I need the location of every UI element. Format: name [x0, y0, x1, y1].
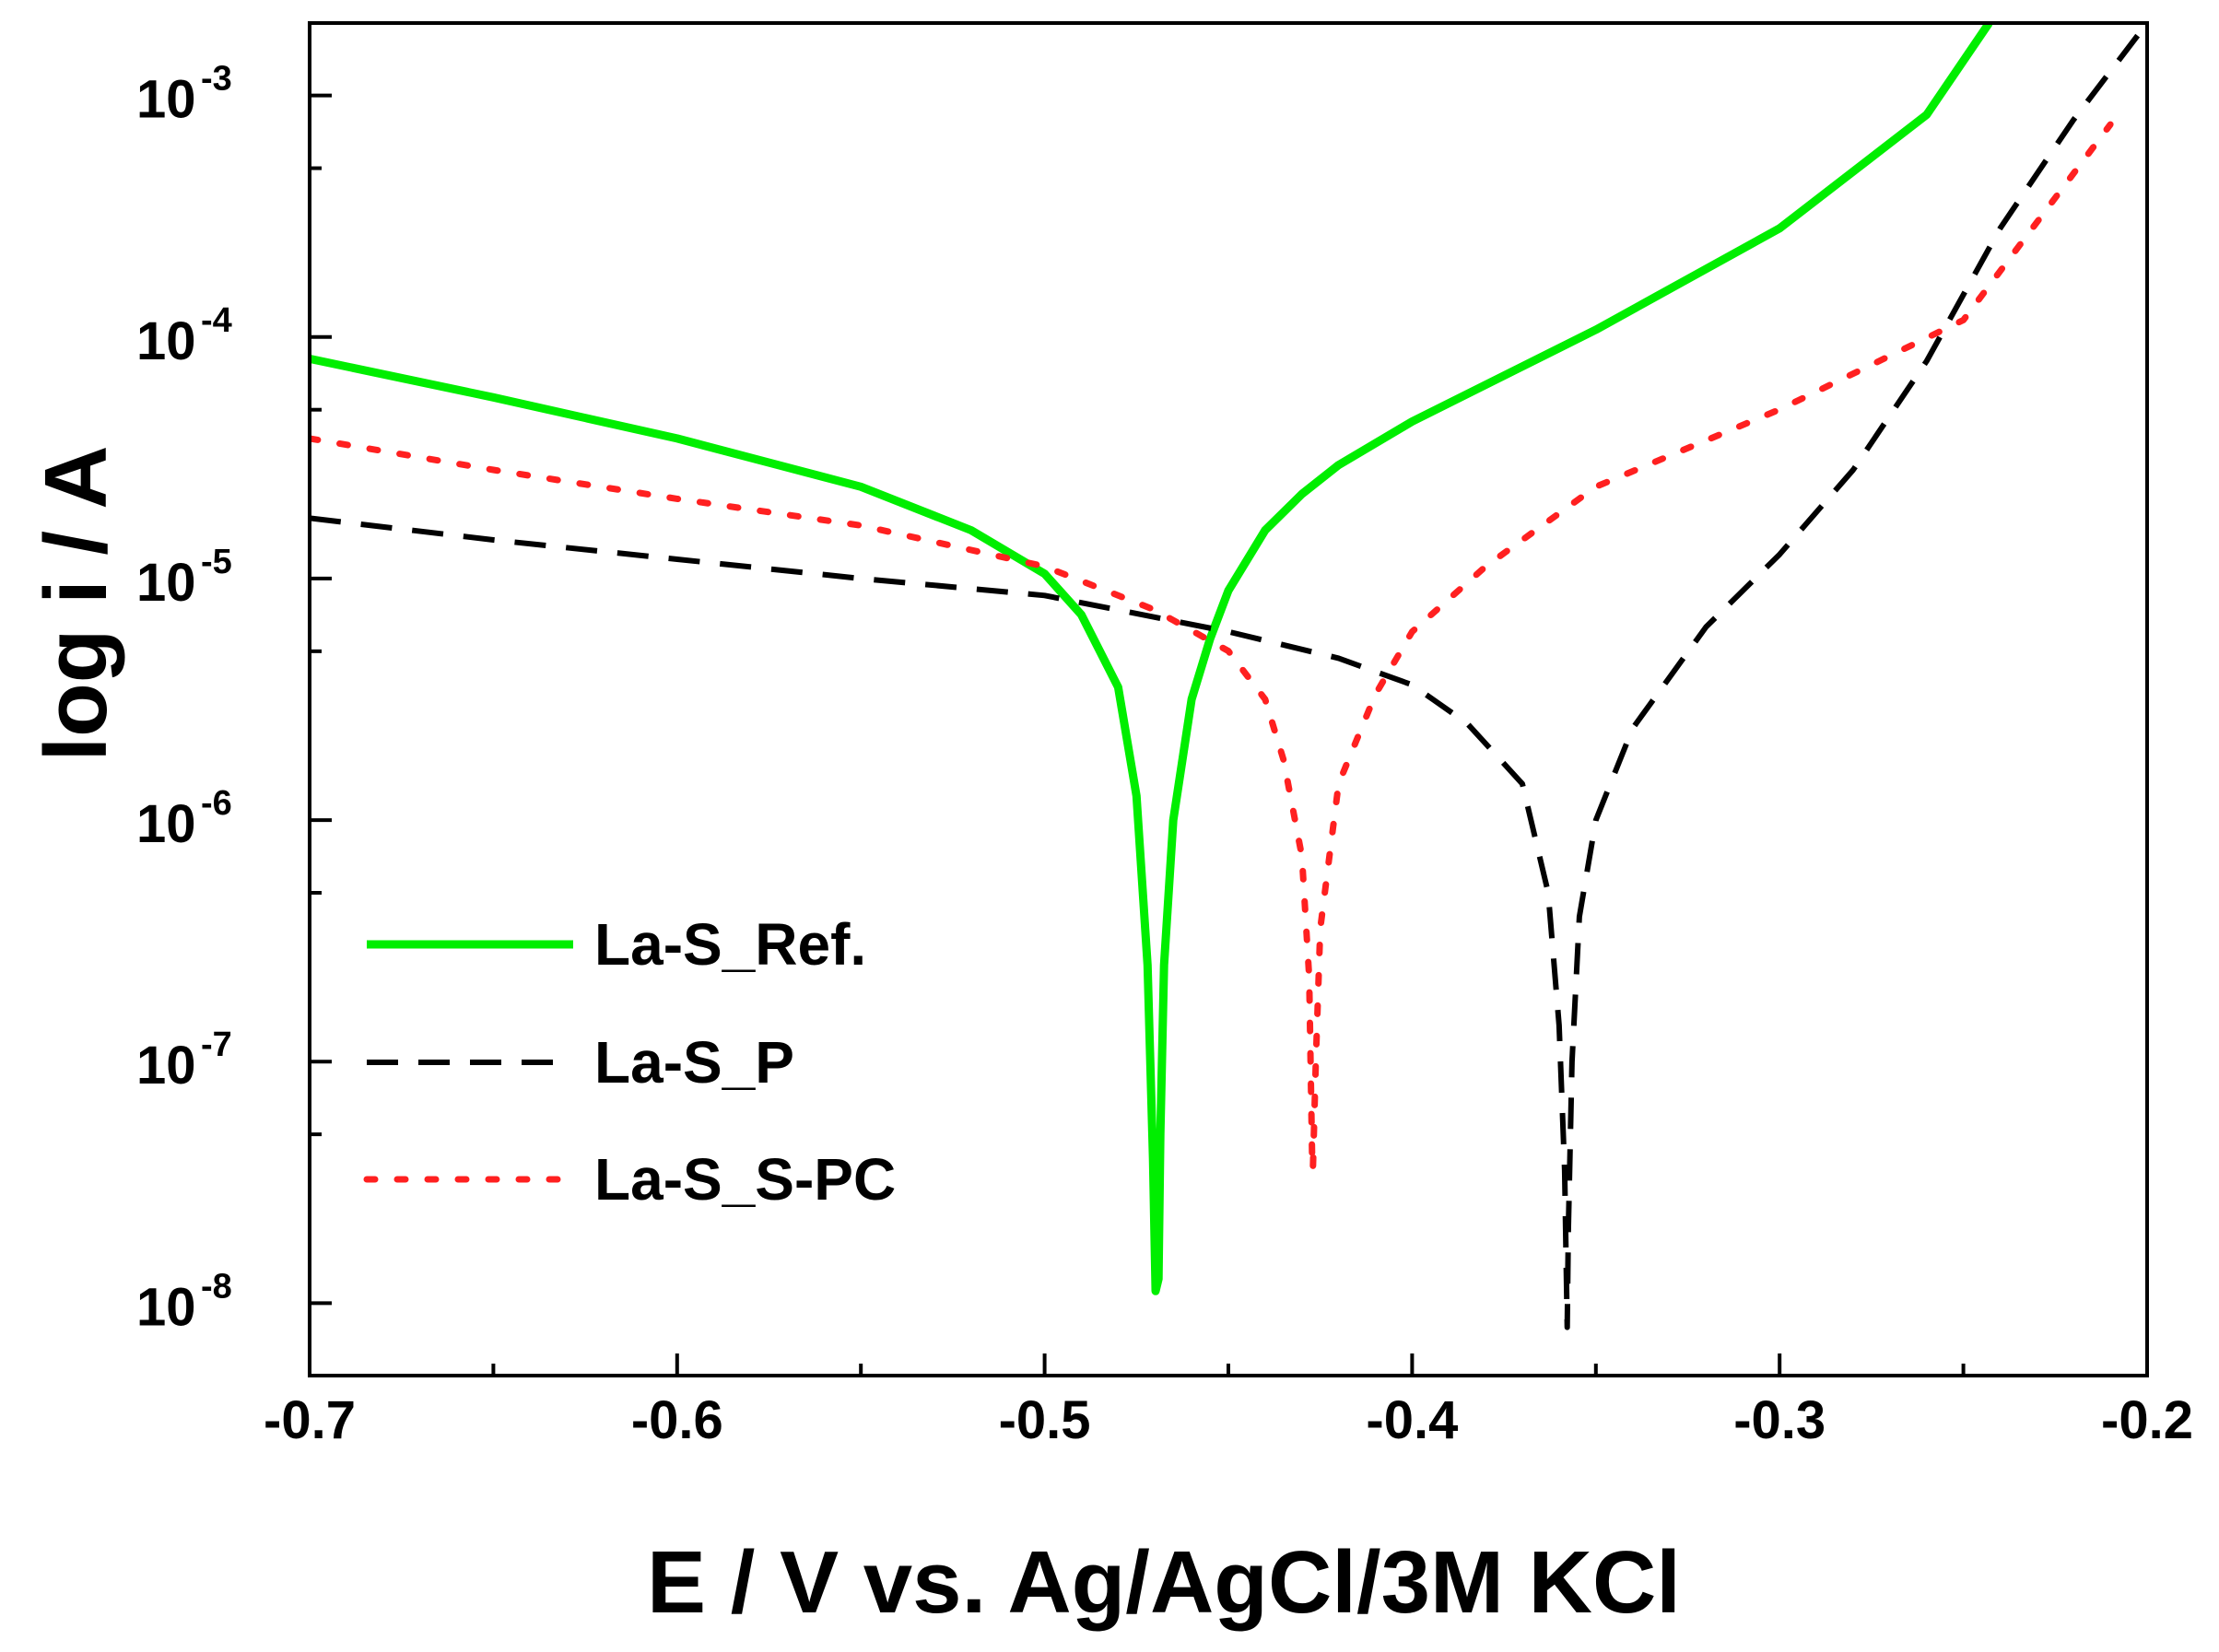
y-tick-label: 10 — [136, 553, 196, 613]
y-tick-label: 10 — [136, 70, 196, 130]
y-tick-exponent: -3 — [201, 60, 232, 99]
legend: La-S_Ref. La-S_P La-S_S-PC — [363, 911, 896, 1213]
legend-label-2: La-S_S-PC — [594, 1146, 896, 1213]
y-tick-label: 10 — [136, 311, 196, 371]
axes-layer: -0.7 -0.6 -0.5 -0.4 -0.3 -0.210-310-410-510-6… — [136, 21, 2193, 1450]
y-tick-label: 10 — [136, 1277, 196, 1337]
series-line-0 — [310, 23, 1993, 1295]
series-line-2 — [310, 121, 2114, 1174]
x-tick-label: -0.7 — [264, 1390, 356, 1450]
x-tick-label: -0.3 — [1733, 1390, 1826, 1450]
y-axis-title: log i / A — [27, 445, 125, 761]
series-line-1 — [310, 23, 2147, 1330]
x-tick-label: -0.5 — [999, 1390, 1091, 1450]
legend-label-0: La-S_Ref. — [594, 911, 866, 978]
y-tick-exponent: -7 — [201, 1025, 232, 1064]
y-tick-exponent: -4 — [201, 301, 232, 340]
y-tick-label: 10 — [136, 1036, 196, 1095]
x-tick-label: -0.4 — [1366, 1390, 1458, 1450]
x-tick-label: -0.2 — [2101, 1390, 2193, 1450]
legend-label-1: La-S_P — [594, 1029, 794, 1095]
series-layer — [310, 23, 2147, 1330]
x-tick-label: -0.6 — [631, 1390, 723, 1450]
y-tick-exponent: -8 — [201, 1267, 232, 1306]
y-tick-exponent: -5 — [201, 543, 232, 581]
y-tick-exponent: -6 — [201, 784, 232, 823]
x-axis-title: E / V vs. Ag/AgCl/3M KCl — [647, 1533, 1681, 1632]
y-tick-label: 10 — [136, 794, 196, 854]
